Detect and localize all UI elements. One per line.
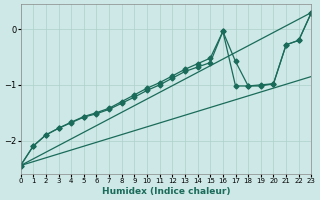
X-axis label: Humidex (Indice chaleur): Humidex (Indice chaleur)	[102, 187, 230, 196]
